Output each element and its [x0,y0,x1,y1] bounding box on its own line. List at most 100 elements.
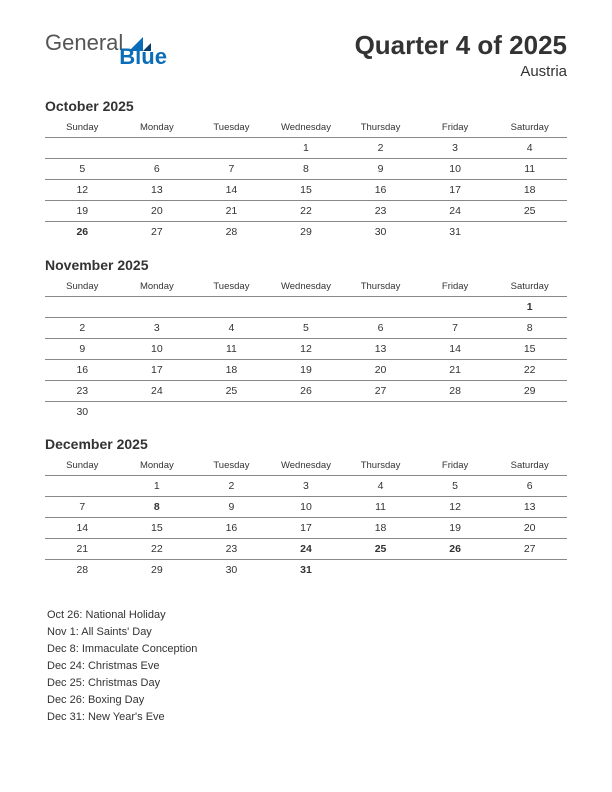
day-cell [45,476,120,497]
day-cell: 21 [194,201,269,222]
day-cell: 18 [492,180,567,201]
day-cell [194,296,269,317]
day-cell: 13 [343,338,418,359]
day-cell [492,222,567,243]
holiday-entry: Dec 26: Boxing Day [47,692,567,709]
day-cell: 3 [120,317,195,338]
day-cell: 28 [45,560,120,581]
day-cell: 17 [418,180,493,201]
day-cell: 5 [418,476,493,497]
day-header: Tuesday [194,118,269,138]
day-cell [492,401,567,422]
day-cell [45,296,120,317]
day-cell: 10 [418,159,493,180]
day-cell: 22 [492,359,567,380]
day-cell: 22 [120,539,195,560]
logo: General Blue [45,30,201,56]
day-header: Monday [120,118,195,138]
day-cell: 24 [120,380,195,401]
day-cell: 18 [343,518,418,539]
calendar-table: SundayMondayTuesdayWednesdayThursdayFrid… [45,277,567,423]
day-cell: 15 [120,518,195,539]
day-cell: 3 [418,138,493,159]
day-cell: 19 [418,518,493,539]
day-cell [120,138,195,159]
day-cell: 21 [45,539,120,560]
day-cell: 9 [343,159,418,180]
day-cell: 23 [343,201,418,222]
day-cell: 4 [492,138,567,159]
day-cell [269,296,344,317]
day-cell: 16 [343,180,418,201]
day-cell: 5 [45,159,120,180]
day-cell: 25 [343,539,418,560]
day-header: Monday [120,277,195,297]
day-cell: 30 [343,222,418,243]
day-cell: 4 [343,476,418,497]
day-cell: 6 [120,159,195,180]
day-cell [120,296,195,317]
day-cell: 15 [492,338,567,359]
day-cell: 7 [194,159,269,180]
day-header: Friday [418,277,493,297]
day-header: Friday [418,456,493,476]
day-cell: 27 [120,222,195,243]
day-cell: 8 [492,317,567,338]
day-header: Tuesday [194,277,269,297]
day-header: Saturday [492,277,567,297]
day-header: Wednesday [269,118,344,138]
day-cell: 26 [45,222,120,243]
logo-text-general: General [45,30,123,56]
day-cell: 24 [269,539,344,560]
header: General Blue Quarter 4 of 2025 Austria [45,30,567,80]
day-cell: 13 [492,497,567,518]
day-cell: 20 [120,201,195,222]
day-header: Wednesday [269,277,344,297]
day-header: Wednesday [269,456,344,476]
day-cell: 1 [269,138,344,159]
day-cell: 9 [45,338,120,359]
day-cell [418,560,493,581]
day-cell: 6 [343,317,418,338]
title-block: Quarter 4 of 2025 Austria [355,30,567,80]
day-header: Saturday [492,118,567,138]
day-cell: 29 [492,380,567,401]
day-header: Saturday [492,456,567,476]
day-cell: 24 [418,201,493,222]
day-cell: 16 [194,518,269,539]
month-block: December 2025SundayMondayTuesdayWednesda… [45,436,567,581]
holidays-list: Oct 26: National HolidayNov 1: All Saint… [45,607,567,726]
month-block: October 2025SundayMondayTuesdayWednesday… [45,98,567,243]
month-block: November 2025 SundayMondayTuesdayWednesda… [45,257,567,423]
day-header: Sunday [45,277,120,297]
calendar-table: SundayMondayTuesdayWednesdayThursdayFrid… [45,456,567,581]
day-cell [269,401,344,422]
page-title: Quarter 4 of 2025 [355,30,567,61]
day-cell: 19 [269,359,344,380]
day-header: Monday [120,456,195,476]
day-cell: 27 [343,380,418,401]
day-cell [343,401,418,422]
day-header: Sunday [45,118,120,138]
day-cell: 29 [269,222,344,243]
day-cell: 27 [492,539,567,560]
month-title: November 2025 [45,257,567,273]
day-header: Sunday [45,456,120,476]
day-cell: 26 [418,539,493,560]
day-cell: 30 [45,401,120,422]
day-cell: 9 [194,497,269,518]
day-cell: 11 [492,159,567,180]
day-cell [45,138,120,159]
day-header: Thursday [343,456,418,476]
day-cell: 28 [418,380,493,401]
day-cell: 15 [269,180,344,201]
holiday-entry: Nov 1: All Saints' Day [47,624,567,641]
day-cell: 7 [45,497,120,518]
day-cell: 3 [269,476,344,497]
day-cell: 7 [418,317,493,338]
day-header: Thursday [343,118,418,138]
day-cell: 13 [120,180,195,201]
day-cell [194,138,269,159]
day-cell: 11 [194,338,269,359]
holiday-entry: Dec 24: Christmas Eve [47,658,567,675]
